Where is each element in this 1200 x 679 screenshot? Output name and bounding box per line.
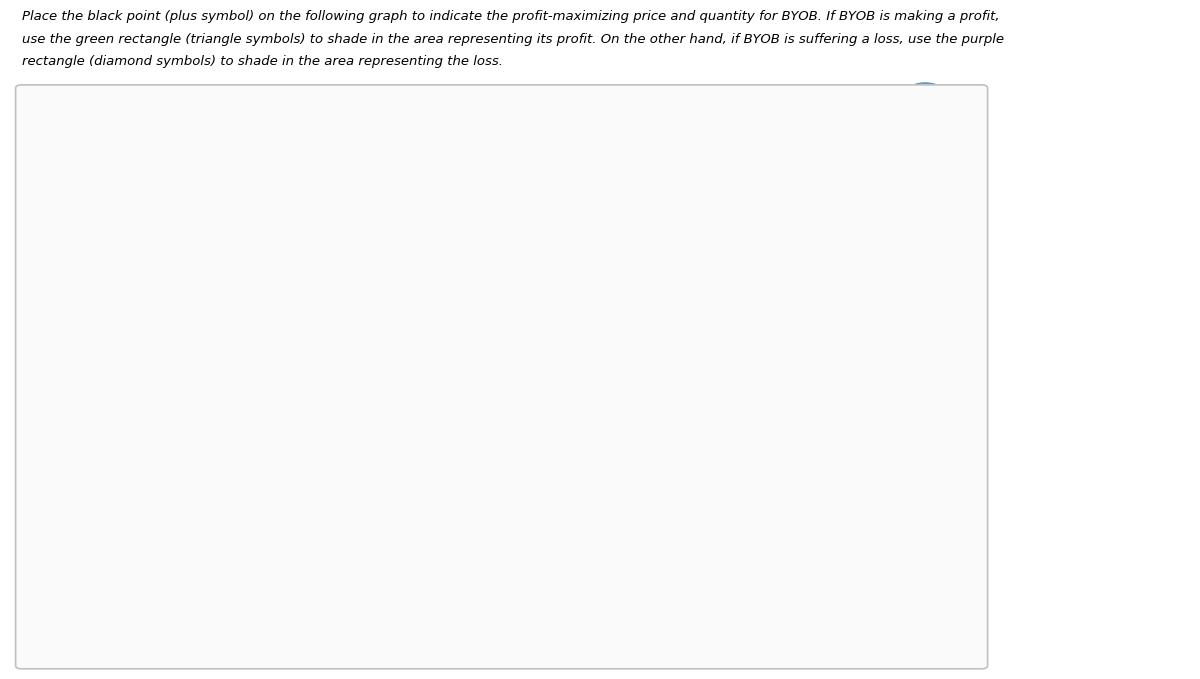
Text: Place the black point (plus symbol) on the following graph to indicate the profi: Place the black point (plus symbol) on t…: [22, 10, 1000, 23]
Y-axis label: PRICE (Dollars per unit): PRICE (Dollars per unit): [30, 284, 44, 456]
Bar: [764, 230, 944, 268]
Text: MR: MR: [340, 549, 362, 564]
Text: MC: MC: [108, 515, 132, 530]
Text: rectangle (diamond symbols) to shade in the area representing the loss.: rectangle (diamond symbols) to shade in …: [22, 55, 503, 68]
Text: D: D: [526, 549, 536, 564]
Text: ?: ?: [920, 96, 930, 113]
Text: Profit: Profit: [817, 287, 859, 301]
Text: Loss: Loss: [817, 397, 852, 411]
Text: use the green rectangle (triangle symbols) to shade in the area representing its: use the green rectangle (triangle symbol…: [22, 33, 1003, 45]
Text: Monopoly Outcome: Monopoly Outcome: [764, 172, 920, 187]
X-axis label: QUANTITY (Thousands of cans of beer): QUANTITY (Thousands of cans of beer): [248, 626, 532, 641]
Circle shape: [899, 84, 952, 124]
Text: ATC: ATC: [374, 426, 403, 441]
Bar: [764, 340, 944, 378]
